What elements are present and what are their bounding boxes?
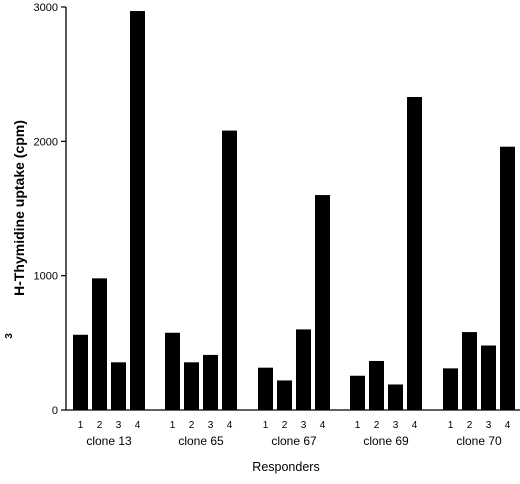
bar (258, 367, 273, 410)
x-axis-title: Responders (252, 460, 319, 474)
bar (203, 354, 218, 410)
category-label: 2 (97, 420, 103, 431)
group-label: clone 13 (86, 434, 132, 448)
y-axis-title-superscript: 3 (4, 333, 15, 339)
bar (184, 362, 199, 410)
bar (130, 11, 145, 411)
bar (315, 195, 330, 410)
bar (388, 384, 403, 410)
y-axis-title: H-Thymidine uptake (cpm) (11, 120, 27, 296)
group-label: clone 67 (271, 434, 317, 448)
category-label: 4 (227, 420, 233, 431)
category-label: 1 (448, 420, 454, 431)
bar (92, 278, 107, 410)
bar (277, 380, 292, 410)
y-axis-superscript-text: 3 (4, 333, 15, 339)
bar (222, 130, 237, 410)
group-label: clone 70 (456, 434, 502, 448)
category-label: 3 (486, 420, 492, 431)
y-axis-title-text: H-Thymidine uptake (cpm) (11, 120, 27, 296)
category-label: 2 (282, 420, 288, 431)
category-label: 1 (263, 420, 269, 431)
category-label: 2 (189, 420, 195, 431)
category-label: 1 (355, 420, 361, 431)
y-tick-label: 0 (52, 405, 58, 417)
bar (296, 329, 311, 410)
bar (369, 360, 384, 410)
category-label: 2 (374, 420, 380, 431)
category-label: 1 (78, 420, 84, 431)
y-ticks: 0 1000 2000 3000 (34, 2, 66, 417)
bars (73, 11, 515, 411)
category-label: 4 (135, 420, 141, 431)
group-label: clone 65 (178, 434, 224, 448)
category-label: 3 (393, 420, 399, 431)
category-label: 4 (505, 420, 511, 431)
category-label: 3 (116, 420, 122, 431)
bar (73, 334, 88, 410)
category-label: 4 (412, 420, 418, 431)
category-label: 3 (208, 420, 214, 431)
bar (165, 332, 180, 410)
y-tick-label: 2000 (34, 136, 58, 148)
bar (500, 146, 515, 410)
category-label: 4 (320, 420, 326, 431)
y-tick-label: 1000 (34, 271, 58, 283)
bar (481, 345, 496, 410)
bar (443, 368, 458, 410)
bar (111, 362, 126, 410)
category-label: 1 (170, 420, 176, 431)
category-label: 3 (301, 420, 307, 431)
y-tick-label: 3000 (34, 2, 58, 14)
category-label: 2 (467, 420, 473, 431)
bar (462, 332, 477, 410)
bar (407, 97, 422, 411)
bar (350, 375, 365, 410)
group-label: clone 69 (363, 434, 409, 448)
